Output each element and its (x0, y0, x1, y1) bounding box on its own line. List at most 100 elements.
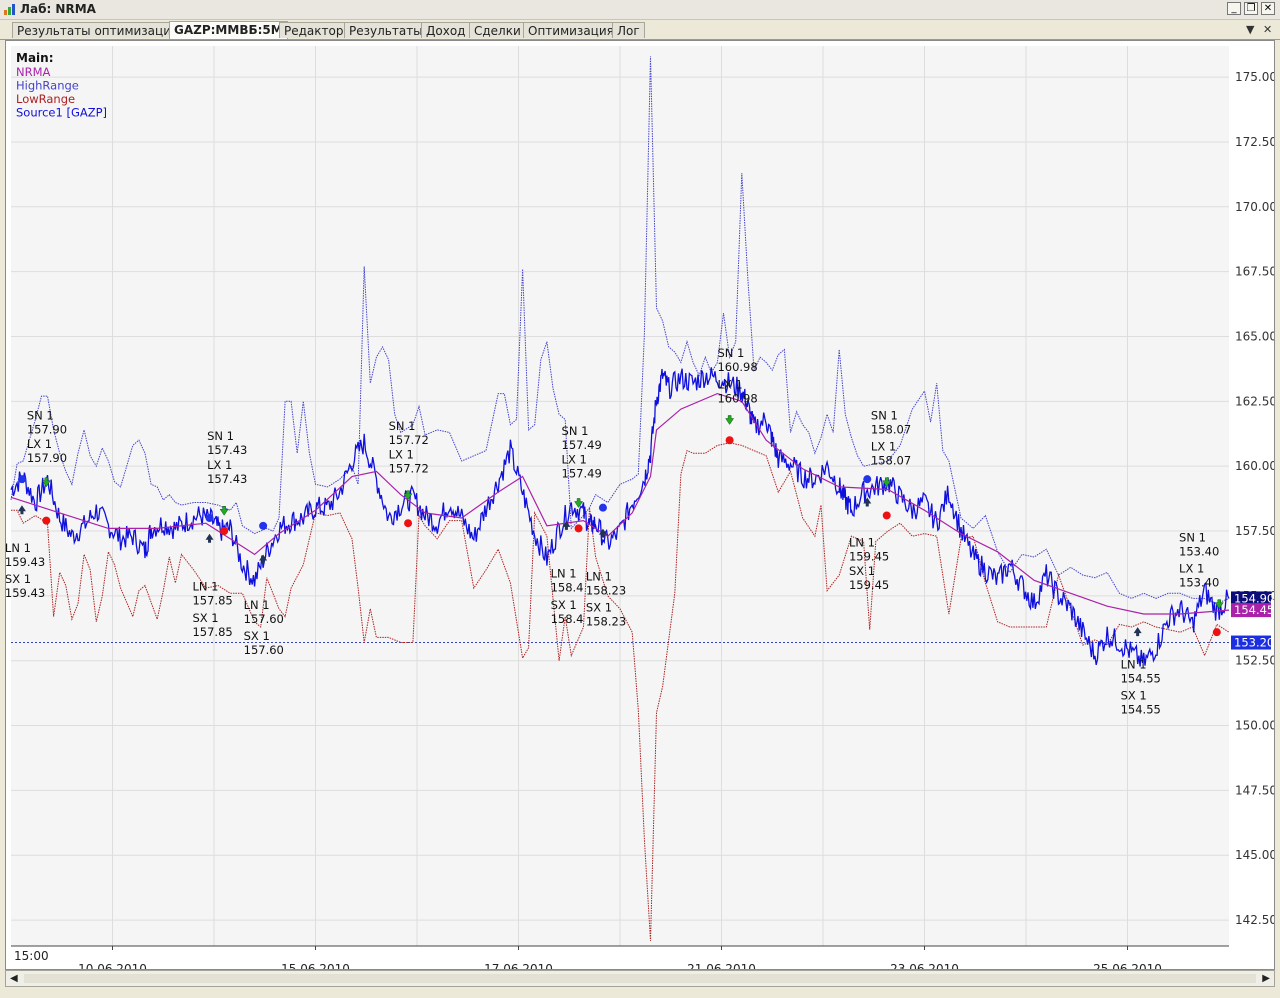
y-tick-label: 175.00 (1235, 70, 1274, 84)
horizontal-scrollbar[interactable]: ◀ ▶ (5, 970, 1275, 987)
trade-annotation-label: 153.40 (1179, 544, 1219, 558)
y-tick-label: 172.50 (1235, 135, 1274, 149)
buy-arrow-icon (598, 528, 607, 538)
lowrange-line (11, 442, 1230, 941)
entry-dot (598, 503, 607, 512)
trade-annotation-label: 157.43 (207, 443, 247, 457)
tab-optimization-results[interactable]: Результаты оптимизации (12, 22, 184, 38)
trade-annotation-label: LX 1 (717, 377, 742, 391)
price-tag (1231, 635, 1271, 650)
y-tick-label: 160.00 (1235, 459, 1274, 473)
tab-income[interactable]: Доход (421, 22, 471, 38)
trade-annotation-label: SX 1 (1121, 689, 1147, 703)
trade-annotation-label: LN 1 (192, 580, 218, 594)
exit-dot (1212, 628, 1221, 637)
y-tick-label: 170.00 (1235, 200, 1274, 214)
sell-arrow-icon (1214, 599, 1224, 610)
trade-annotation-label: 153.40 (1179, 576, 1219, 590)
trade-annotation-label: 157.85 (192, 625, 232, 639)
legend-entry: Source1 [GAZP] (16, 106, 107, 120)
trade-annotation-label: SX 1 (849, 564, 875, 578)
y-tick-label: 150.00 (1235, 719, 1274, 733)
trade-annotation-label: 157.43 (207, 472, 247, 486)
buy-arrow-icon (205, 533, 214, 543)
trade-annotation-label: SX 1 (244, 629, 270, 643)
chart-area[interactable]: 175.00 172.50 170.00 167.50 165.00 162.50 160.… (5, 40, 1277, 976)
trade-annotation-label: 158.23 (586, 614, 626, 628)
tab-gazp-chart[interactable]: GAZP:MMВБ:5M (169, 21, 288, 39)
trade-annotation-label: LX 1 (1179, 562, 1204, 576)
tab-trades[interactable]: Сделки (469, 22, 526, 38)
y-tick-label: 152.50 (1235, 654, 1274, 668)
app-icon (4, 4, 15, 15)
trade-annotation-label: 160.98 (717, 360, 757, 374)
x-axis-start-label: 15:00 (14, 949, 49, 963)
tab-log[interactable]: Лог (612, 22, 645, 38)
trade-annotation-label: 159.45 (849, 550, 889, 564)
tab-editor[interactable]: Редактор (279, 22, 349, 38)
trade-annotation-label: 158.4 (551, 581, 584, 595)
window-title: Лаб: NRMA (20, 2, 96, 16)
tab-bar: Результаты оптимизации GAZP:MMВБ:5M Реда… (0, 20, 1280, 40)
legend-entry: HighRange (16, 79, 79, 93)
legend-title: Main: (16, 51, 54, 65)
trade-annotation-label: SX 1 (551, 598, 577, 612)
trade-annotation-label: 157.90 (27, 422, 67, 436)
trade-annotation-label: 157.60 (244, 612, 284, 626)
trade-annotation-label: SN 1 (717, 346, 744, 360)
trade-annotation-label: 158.07 (871, 422, 911, 436)
price-tag-label: 154.90 (1234, 591, 1274, 605)
tab-close-icon[interactable]: ✕ (1263, 23, 1273, 36)
exit-dot (220, 527, 229, 536)
trade-annotation-label: LX 1 (27, 437, 52, 451)
sell-arrow-icon (219, 506, 229, 516)
sell-arrow-icon (574, 498, 584, 508)
price-tag-label: 154.45 (1234, 603, 1274, 617)
y-tick-label: 142.50 (1235, 913, 1274, 927)
y-tick-label: 167.50 (1235, 265, 1274, 279)
trade-annotation-label: 158.07 (871, 454, 911, 468)
y-tick-label: 157.50 (1235, 524, 1274, 538)
price-chart[interactable]: 175.00 172.50 170.00 167.50 165.00 162.50 160.… (5, 41, 1277, 976)
buy-arrow-icon (259, 554, 268, 564)
exit-dot (725, 436, 734, 445)
exit-dot (882, 511, 891, 520)
trade-annotation-label: LN 1 (586, 569, 612, 583)
scroll-left-icon[interactable]: ◀ (10, 973, 18, 984)
minimize-button[interactable]: _ (1227, 2, 1241, 15)
trade-annotation-label: 157.49 (562, 438, 602, 452)
trade-annotation-label: LN 1 (244, 598, 270, 612)
trade-annotation-label: 158.23 (586, 583, 626, 597)
trade-annotation-label: SN 1 (389, 419, 416, 433)
trade-annotation-label: LN 1 (6, 541, 31, 555)
price-tag (1231, 591, 1271, 606)
exit-dot (404, 519, 413, 528)
trade-annotation-label: SX 1 (192, 611, 218, 625)
sell-arrow-icon (882, 477, 892, 488)
buy-arrow-icon (1133, 627, 1142, 637)
trade-annotation-label: SN 1 (207, 429, 234, 443)
trade-annotation-label: LX 1 (207, 458, 232, 472)
buy-arrow-icon (17, 505, 26, 515)
tab-dropdown-icon[interactable]: ▼ (1246, 23, 1255, 36)
trade-annotation-label: SN 1 (562, 424, 589, 438)
restore-button[interactable]: ❐ (1244, 2, 1258, 15)
scroll-right-icon[interactable]: ▶ (1262, 973, 1270, 984)
trade-annotation-label: 159.43 (6, 586, 45, 600)
trade-annotation-label: LN 1 (849, 536, 875, 550)
trade-annotation-label: SN 1 (871, 408, 898, 422)
tab-results[interactable]: Результаты (344, 22, 428, 38)
exit-dot (574, 524, 583, 533)
scroll-track[interactable] (24, 974, 1256, 983)
tab-optimization[interactable]: Оптимизация (523, 22, 619, 38)
price-tag (1231, 603, 1271, 618)
trade-annotation-label: 157.49 (562, 467, 602, 481)
legend-entry: NRMA (16, 65, 51, 79)
trade-annotation-label: SN 1 (1179, 530, 1206, 544)
window-titlebar: Лаб: NRMA _ ❐ ✕ (0, 0, 1280, 20)
close-window-button[interactable]: ✕ (1261, 2, 1275, 15)
trade-annotation-label: LX 1 (871, 440, 896, 454)
sell-arrow-icon (725, 415, 735, 425)
y-tick-label: 165.00 (1235, 329, 1274, 343)
trade-annotation-label: 158.4 (551, 612, 584, 626)
